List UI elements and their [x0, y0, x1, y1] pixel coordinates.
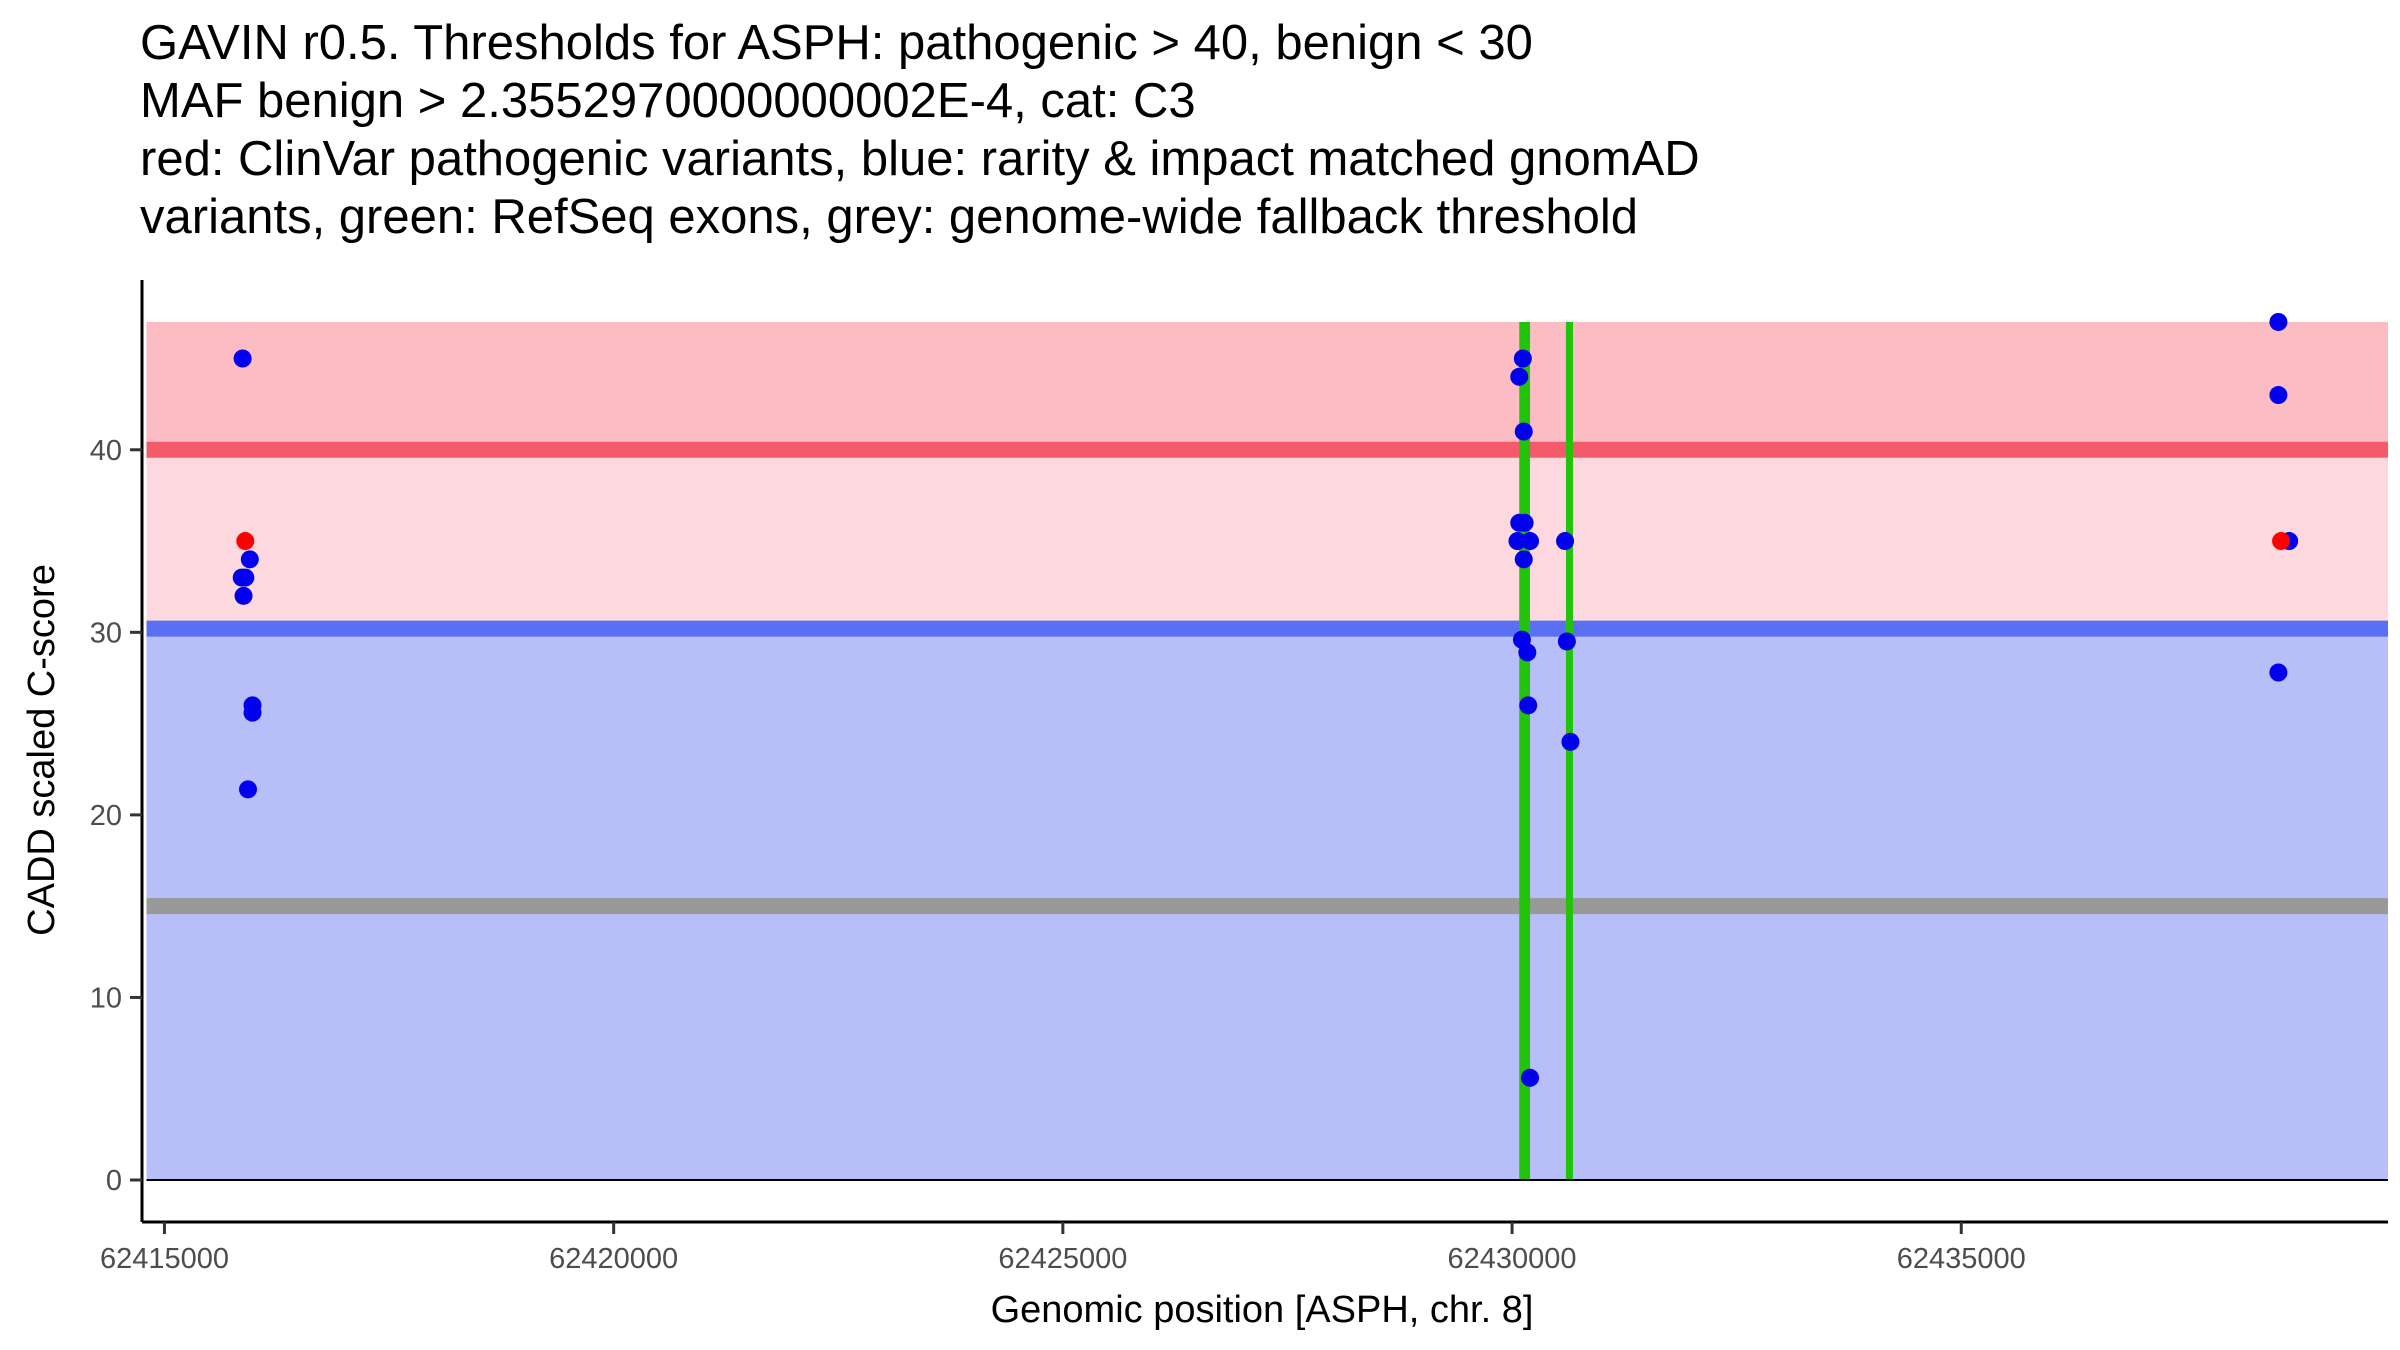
x-tick-label: 62420000 — [549, 1243, 678, 1275]
axes: 0 10 20 30 40 62415000 62420000 62425000 6243000… — [90, 280, 2388, 1275]
x-tick-label: 62415000 — [100, 1243, 229, 1275]
title-line-3: red: ClinVar pathogenic variants, blue: … — [140, 132, 1700, 186]
y-tick-label: 30 — [90, 617, 122, 649]
y-tick-label: 40 — [90, 435, 122, 467]
gnomad-point — [243, 703, 262, 722]
gnomad-point — [233, 349, 252, 368]
gnomad-point — [1514, 550, 1533, 569]
gnomad-point — [1521, 532, 1540, 551]
x-tick-label: 62425000 — [998, 1243, 1127, 1275]
gnomad-point — [1521, 1068, 1540, 1087]
threshold-lines — [146, 441, 2388, 915]
y-tick-label: 0 — [106, 1165, 122, 1197]
exon-bar-1 — [1519, 321, 1531, 1181]
gnomad-point — [1514, 422, 1533, 441]
gnomad-point — [239, 780, 258, 799]
gnomad-point — [2269, 312, 2288, 331]
gnomad-point — [2269, 663, 2288, 682]
gnomad-point — [236, 568, 255, 587]
x-axis-title: Genomic position [ASPH, chr. 8] — [991, 1289, 1534, 1331]
gnomad-point — [240, 550, 259, 569]
exon-bar-2 — [1565, 321, 1573, 1181]
title-line-2: MAF benign > 2.3552970000000002E-4, cat:… — [140, 74, 1196, 128]
gnomad-point — [1556, 532, 1575, 551]
exon-bars — [1519, 321, 1573, 1181]
clinvar-pathogenic-point — [2272, 532, 2291, 551]
gnomad-point — [1518, 643, 1537, 662]
title-line-4: variants, green: RefSeq exons, grey: gen… — [140, 190, 1639, 244]
clinvar-pathogenic-point — [236, 532, 255, 551]
vus-region — [146, 449, 2389, 633]
title-line-1: GAVIN r0.5. Thresholds for ASPH: pathoge… — [140, 16, 1533, 70]
pathogenic-region — [146, 321, 2389, 450]
x-tick-label: 62430000 — [1448, 1243, 1577, 1275]
gnomad-point — [234, 586, 253, 605]
gnomad-point — [1508, 532, 1527, 551]
gnomad-point — [1513, 349, 1532, 368]
x-tick-label: 62435000 — [1897, 1243, 2026, 1275]
gnomad-point — [1557, 632, 1576, 651]
gnomad-point — [1510, 367, 1529, 386]
gnomad-point — [1561, 732, 1580, 751]
gnomad-point — [2269, 386, 2288, 405]
data-points — [232, 312, 2299, 1087]
y-tick-label: 10 — [90, 982, 122, 1014]
y-axis-title: CADD scaled C-score — [21, 564, 63, 936]
chart-title: GAVIN r0.5. Thresholds for ASPH: pathoge… — [140, 14, 2380, 246]
gnomad-point — [1515, 513, 1534, 532]
gnomad-point — [1519, 696, 1538, 715]
y-tick-label: 20 — [90, 800, 122, 832]
